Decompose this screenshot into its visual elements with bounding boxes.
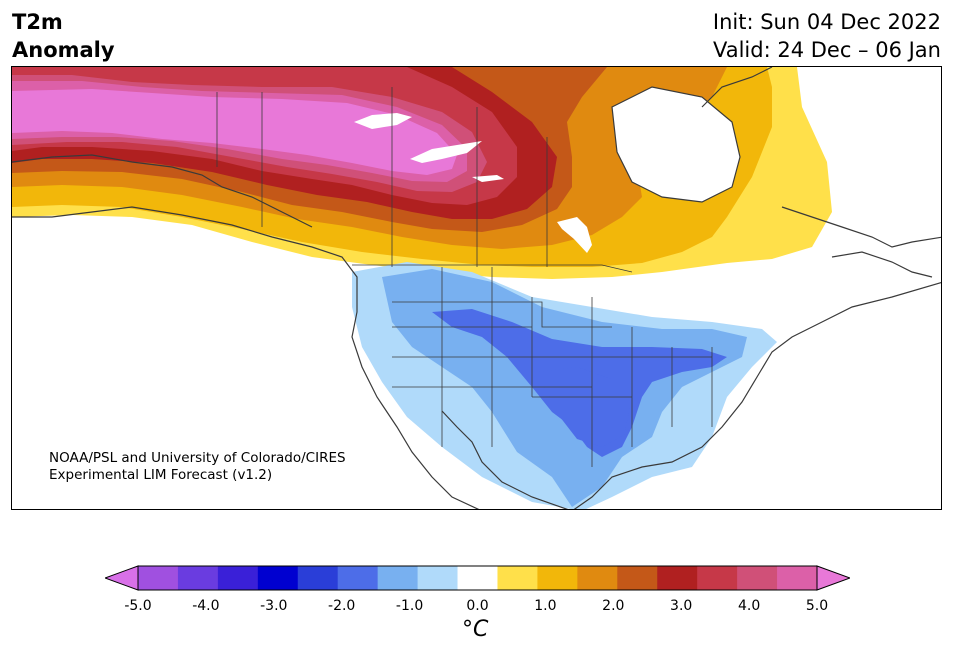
colorbar-bin	[177, 566, 219, 590]
colorbar	[105, 565, 850, 591]
colorbar-extend-low	[105, 565, 139, 591]
colorbar-tick-label: 3.0	[670, 598, 693, 614]
forecast-dates: Init: Sun 04 Dec 2022 Valid: 24 Dec – 06…	[713, 8, 941, 64]
credit-line1: NOAA/PSL and University of Colorado/CIRE…	[49, 450, 346, 466]
colorbar-extend-high	[816, 565, 850, 591]
map-canvas	[12, 67, 941, 509]
colorbar-bin	[217, 566, 259, 590]
colorbar-tick-label: -2.0	[328, 598, 356, 614]
colorbar-tick-label: -4.0	[192, 598, 220, 614]
colorbar-tick-label: -1.0	[395, 598, 424, 614]
map-title: T2m Anomaly	[12, 8, 115, 64]
colorbar-bin	[657, 566, 698, 590]
colorbar-tick-label: 1.0	[534, 598, 557, 614]
colorbar-unit: °C	[462, 617, 489, 642]
colorbar-bin	[537, 566, 578, 590]
lake	[472, 175, 504, 182]
political-borders	[216, 87, 713, 467]
anomaly-plus-5	[12, 89, 457, 175]
colorbar-bin	[297, 566, 339, 590]
colorbar-tick-label: 2.0	[602, 598, 625, 614]
colorbar-bin	[777, 566, 818, 590]
title-line2: Anomaly	[12, 38, 115, 62]
colorbar-tick-label: -5.0	[124, 598, 152, 614]
colorbar-bin	[257, 566, 299, 590]
colorbar-bin	[737, 566, 778, 590]
coastlines	[12, 67, 941, 509]
lake	[557, 217, 592, 253]
colorbar-bin	[457, 566, 498, 590]
colorbar-bin	[577, 566, 618, 590]
lake	[410, 141, 482, 163]
lake	[354, 113, 412, 129]
colorbar-bin	[138, 566, 179, 590]
colorbar-bin	[377, 566, 419, 590]
credit-line2: Experimental LIM Forecast (v1.2)	[49, 467, 273, 483]
title-line1: T2m	[12, 10, 63, 34]
colorbar-tick-label: 5.0	[805, 598, 829, 614]
colorbar-bin	[697, 566, 738, 590]
anomaly-map	[11, 66, 942, 510]
colorbar-tick-label: -3.0	[260, 598, 288, 614]
credit-text: NOAA/PSL and University of Colorado/CIRE…	[49, 450, 346, 484]
colorbar-tick-label: 4.0	[737, 598, 761, 614]
colorbar-frame	[137, 565, 818, 591]
colorbar-tick-label: 0.0	[466, 598, 489, 614]
colorbar-bin	[497, 566, 538, 590]
colorbar-bin	[337, 566, 379, 590]
colorbar-bin	[417, 566, 459, 590]
hudson-bay	[612, 87, 740, 202]
init-date: Init: Sun 04 Dec 2022	[712, 10, 941, 34]
valid-range: Valid: 24 Dec – 06 Jan	[712, 38, 941, 62]
colorbar-bin	[617, 566, 658, 590]
